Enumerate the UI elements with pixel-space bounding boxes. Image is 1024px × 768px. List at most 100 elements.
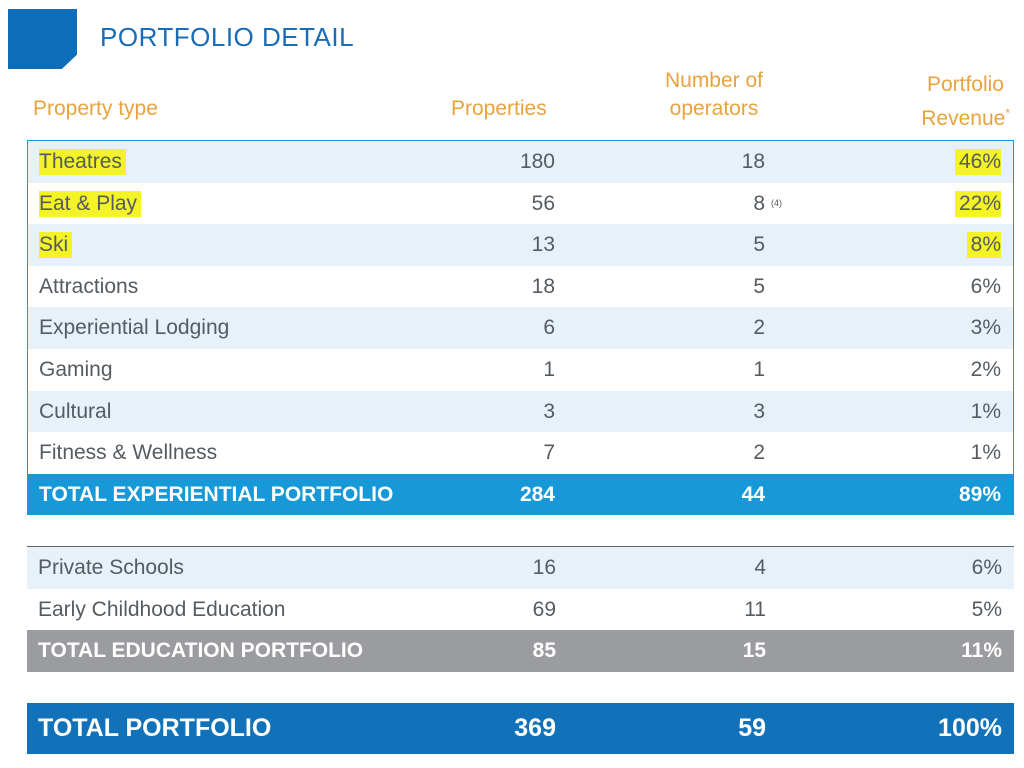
properties-cell: 56 [531,191,555,215]
operators-cell: 5 [753,266,765,308]
property-type-cell: Gaming [39,349,113,391]
total-experiential-operators: 44 [741,482,765,506]
revenue-cell: 3% [971,307,1001,349]
table-row: Private Schools 16 4 6% [27,547,1014,589]
revenue-value: 46% [954,149,1001,175]
revenue-cell: 8% [966,224,1001,266]
table-row: Theatres 180 18 46% [28,141,1013,183]
table-row: Ski 13 5 8% [28,224,1013,266]
revenue-value: 3% [970,316,1001,340]
revenue-value: 1% [970,441,1001,465]
properties-cell: 3 [543,399,555,423]
operators-cell: 8 (4) [753,183,782,225]
properties-cell: 7 [543,441,555,465]
revenue-cell: 6% [971,266,1001,308]
property-type-cell: Experiential Lodging [39,307,229,349]
education-rows: Private Schools 16 4 6% Early Childhood Educ… [27,547,1014,630]
header-properties: Properties [451,97,547,120]
operators-value: 2 [753,316,765,340]
properties-cell: 180 [519,150,555,173]
operators-value: 8 [753,191,765,215]
property-type-label: Theatres [39,149,126,175]
operators-cell: 11 [744,597,766,621]
total-experiential-properties: 284 [519,482,555,506]
total-experiential-label: TOTAL EXPERIENTIAL PORTFOLIO [39,482,394,506]
revenue-cell: 1% [971,391,1001,433]
operators-cell: 4 [754,556,766,579]
property-type-cell: Theatres [39,141,126,183]
property-type-cell: Cultural [39,391,111,433]
total-portfolio-label: TOTAL PORTFOLIO [38,714,272,742]
revenue-value: 8% [966,232,1001,259]
header-number-of-operators: Number of operators [650,67,778,123]
header-revenue-asterisk: * [1005,106,1010,120]
brand-logo [8,9,77,69]
operators-cell: 3 [753,391,765,433]
properties-cell: 13 [531,233,555,257]
operators-footnote: (4) [771,197,782,208]
operators-cell: 5 [753,224,765,266]
properties-cell: 6 [543,316,555,340]
properties-cell: 16 [532,556,556,579]
revenue-cell: 46% [954,141,1001,183]
property-type-cell: Attractions [39,266,138,308]
revenue-cell: 5% [971,597,1002,621]
total-experiential-row: TOTAL EXPERIENTIAL PORTFOLIO 284 44 89% [28,473,1013,515]
operators-cell: 1 [753,349,765,391]
property-type-label: Gaming [39,357,113,381]
property-type-cell: Ski [39,224,73,266]
header-operators-line1: Number of [664,69,764,92]
revenue-value: 1% [970,399,1001,423]
grand-total-table: TOTAL PORTFOLIO 369 59 100% [27,703,1014,754]
header-portfolio-revenue: Portfolio Revenue* [921,71,1010,133]
properties-cell: 69 [532,597,556,621]
header-revenue-line2: Revenue* [921,99,1010,133]
revenue-cell: 2% [971,349,1001,391]
operators-value: 5 [753,274,765,298]
property-type-label: Cultural [39,399,112,423]
total-portfolio-row: TOTAL PORTFOLIO 369 59 100% [27,703,1014,754]
total-portfolio-properties: 369 [514,714,556,742]
experiential-table: Theatres 180 18 46% Eat & Play 56 8 (4) 22% Ski 13… [27,140,1014,515]
revenue-cell: 1% [971,432,1001,474]
table-row: Fitness & Wellness 7 2 1% [28,432,1013,474]
operators-cell: 18 [742,141,765,183]
total-portfolio-revenue: 100% [938,714,1002,742]
total-education-properties: 85 [532,639,556,663]
revenue-value: 2% [970,357,1001,381]
education-table: Private Schools 16 4 6% Early Childhood Educ… [27,546,1014,673]
page-title: PORTFOLIO DETAIL [100,22,355,52]
total-education-label: TOTAL EDUCATION PORTFOLIO [38,639,364,663]
property-type-label: Fitness & Wellness [39,441,218,465]
total-education-operators: 15 [742,639,766,663]
header-revenue-line1: Portfolio [926,73,1004,96]
table-row: Cultural 3 3 1% [28,390,1013,433]
property-type-label: Experiential Lodging [39,316,230,340]
property-type-label: Attractions [39,274,139,298]
property-type-label: Eat & Play [39,190,142,217]
revenue-cell: 22% [954,183,1001,225]
table-row: Eat & Play 56 8 (4) 22% [28,183,1013,225]
table-row: Early Childhood Education 69 11 5% [27,589,1014,631]
revenue-value: 6% [970,274,1001,298]
property-type-label: Ski [39,232,73,259]
header-revenue-label: Revenue [921,107,1006,130]
total-experiential-revenue: 89% [958,482,1001,506]
operators-value: 2 [753,441,765,465]
total-education-row: TOTAL EDUCATION PORTFOLIO 85 15 11% [27,630,1014,673]
property-type-label: Early Childhood Education [38,597,286,621]
total-education-revenue: 11% [961,639,1002,663]
properties-cell: 18 [531,274,555,298]
operators-value: 18 [741,150,765,173]
operators-value: 5 [753,233,765,257]
experiential-rows: Theatres 180 18 46% Eat & Play 56 8 (4) 22% Ski 13… [28,141,1013,474]
table-row: Experiential Lodging 6 2 3% [28,307,1013,349]
revenue-cell: 6% [971,556,1002,579]
header-property-type: Property type [33,97,158,120]
operators-value: 3 [753,399,765,423]
property-type-cell: Fitness & Wellness [39,432,217,474]
header-operators-line2: operators [669,97,759,120]
revenue-value: 22% [954,190,1001,217]
property-type-cell: Eat & Play [39,183,142,225]
operators-cell: 2 [753,432,765,474]
